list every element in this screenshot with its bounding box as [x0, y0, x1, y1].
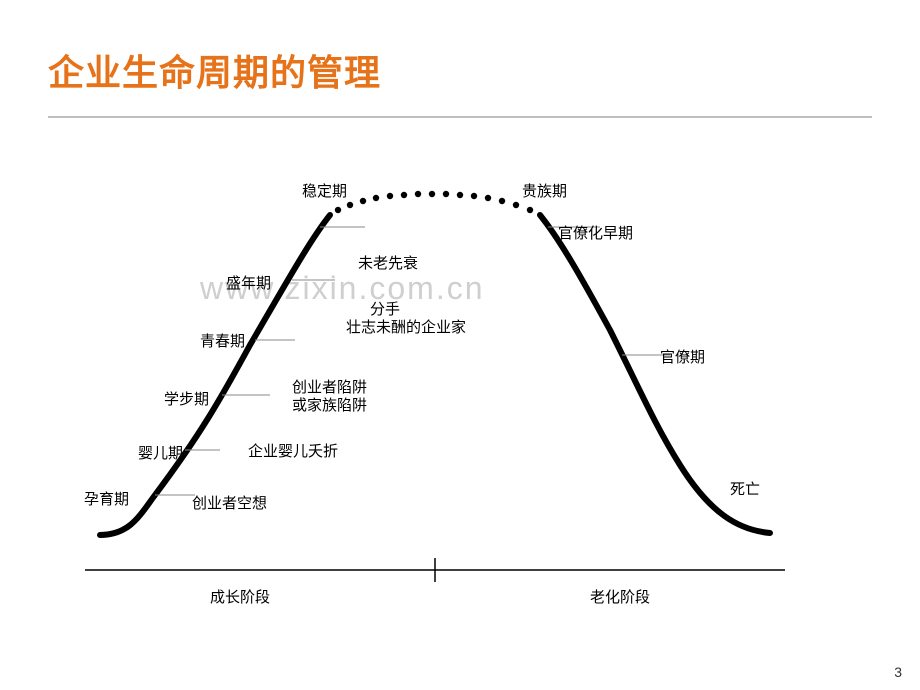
stage-label: 死亡 [730, 481, 760, 499]
trap-label: 企业婴儿夭折 [248, 443, 338, 461]
slide: 企业生命周期的管理 www.zixin.com.cn 稳定期 贵族期 官僚化早期… [0, 0, 920, 690]
trap-label: 壮志未酬的企业家 [346, 319, 466, 337]
page-number: 3 [894, 664, 902, 680]
trap-label: 分手 [370, 301, 400, 319]
stage-label: 盛年期 [226, 275, 271, 293]
title-divider [48, 116, 872, 118]
stage-label: 婴儿期 [138, 445, 183, 463]
lifecycle-chart: www.zixin.com.cn 稳定期 贵族期 官僚化早期 官僚期 死亡 盛年… [70, 165, 850, 625]
trap-label: 或家族陷阱 [292, 397, 367, 415]
stage-label: 官僚化早期 [558, 225, 633, 243]
trap-label: 创业者陷阱 [292, 379, 367, 397]
stage-label: 学步期 [164, 391, 209, 409]
trap-label: 创业者空想 [192, 495, 267, 513]
page-title: 企业生命周期的管理 [48, 44, 381, 96]
stage-label: 青春期 [200, 333, 245, 351]
stage-label: 孕育期 [84, 491, 129, 509]
axis-label-aging: 老化阶段 [590, 589, 650, 607]
stage-label: 贵族期 [522, 183, 567, 201]
stage-label: 稳定期 [302, 183, 347, 201]
stage-label: 官僚期 [660, 349, 705, 367]
trap-label: 未老先衰 [358, 255, 418, 273]
axis-label-growth: 成长阶段 [210, 589, 270, 607]
